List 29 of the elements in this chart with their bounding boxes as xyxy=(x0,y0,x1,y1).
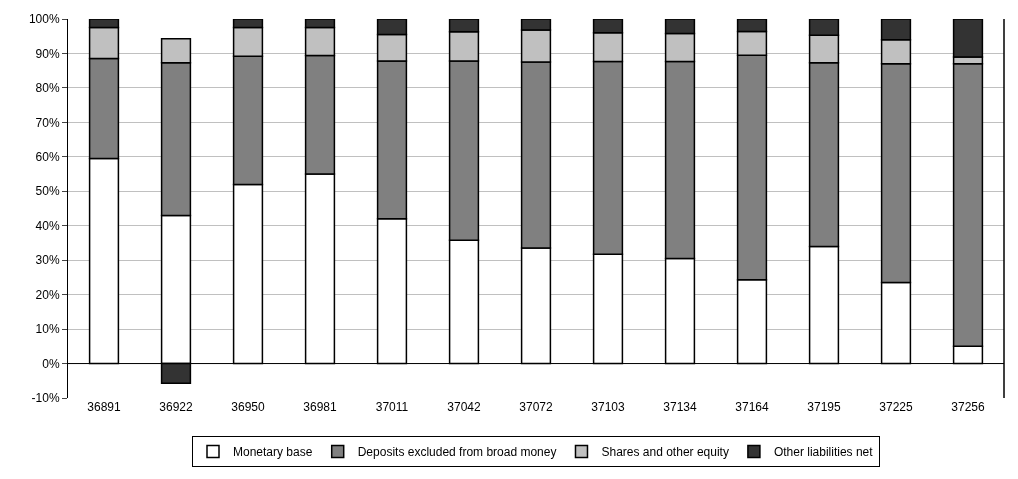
legend-label: Shares and other equity xyxy=(601,445,729,460)
y-tick-label: 40% xyxy=(35,218,60,233)
legend-label: Other liabilities net xyxy=(773,445,874,460)
y-tick-label: 50% xyxy=(35,184,60,199)
legend-label: Deposits excluded from broad money xyxy=(357,445,557,460)
y-tick-label: 80% xyxy=(35,81,60,96)
y-tick-label: 0% xyxy=(42,356,60,371)
y-tick-label: 70% xyxy=(35,115,60,130)
y-tick-label: 30% xyxy=(35,253,60,268)
x-tick-label: 37256 xyxy=(951,400,986,414)
x-tick-label: 37011 xyxy=(375,400,409,414)
x-tick-label: 36950 xyxy=(231,400,266,414)
x-tick-label: 36891 xyxy=(87,400,122,414)
x-tick-label: 37134 xyxy=(663,400,698,414)
legend-label: Monetary base xyxy=(233,445,313,460)
y-tick-label: 100% xyxy=(28,12,60,27)
x-tick-label: 37042 xyxy=(447,400,482,414)
x-tick-label: 37164 xyxy=(735,400,770,414)
y-tick-label: 60% xyxy=(35,150,60,165)
y-tick-label: 90% xyxy=(35,46,60,61)
y-tick-label: 10% xyxy=(35,322,60,337)
x-tick-label: 37103 xyxy=(591,400,626,414)
x-tick-label: 36981 xyxy=(303,400,338,414)
x-tick-label: 36922 xyxy=(159,400,194,414)
y-tick-label: -10% xyxy=(31,391,60,406)
y-tick-label: 20% xyxy=(35,287,60,302)
x-tick-label: 37225 xyxy=(879,400,914,414)
x-tick-label: 37195 xyxy=(807,400,842,414)
x-tick-label: 37072 xyxy=(519,400,554,414)
